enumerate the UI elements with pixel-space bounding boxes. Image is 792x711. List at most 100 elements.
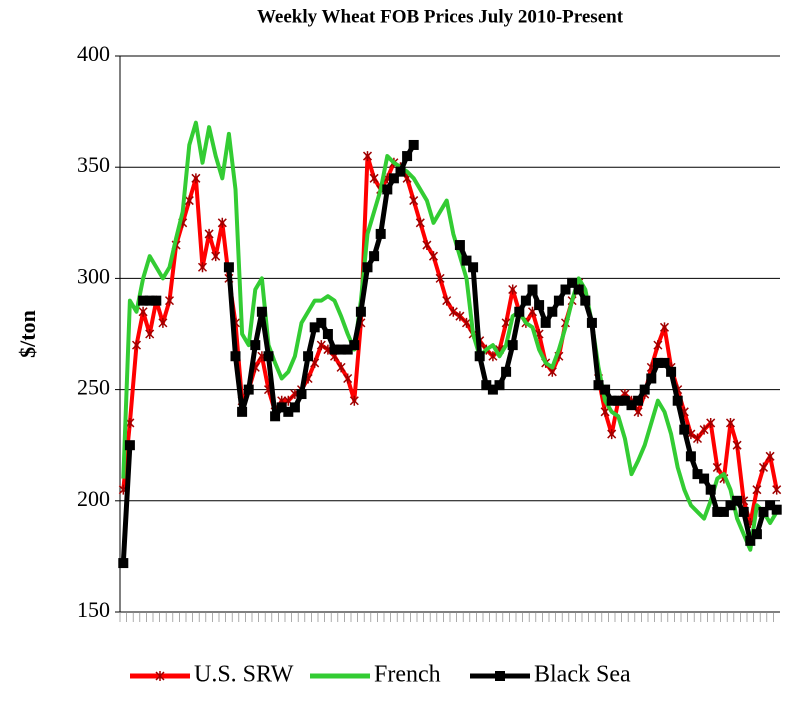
- y-tick-label: 400: [77, 41, 110, 66]
- data-point: [534, 300, 545, 311]
- data-point: [124, 440, 135, 451]
- data-point: [732, 440, 742, 451]
- data-point: [276, 402, 287, 413]
- data-point: [659, 357, 670, 368]
- data-point: [553, 295, 564, 306]
- data-point: [322, 329, 333, 339]
- data-point: [567, 277, 578, 288]
- data-point: [692, 433, 703, 444]
- data-point: [738, 506, 749, 517]
- data-point: [355, 306, 366, 317]
- data-point: [289, 402, 300, 413]
- data-point: [752, 484, 762, 495]
- data-point: [164, 295, 175, 306]
- data-point: [712, 462, 722, 473]
- y-axis-label: $/ton: [15, 310, 40, 358]
- data-point: [699, 473, 710, 484]
- data-point: [685, 451, 696, 462]
- data-point: [487, 384, 498, 395]
- data-point: [758, 506, 769, 517]
- data-point: [408, 139, 419, 150]
- data-point: [718, 506, 729, 517]
- data-point: [474, 351, 485, 362]
- data-point: [336, 344, 347, 355]
- y-tick-label: 250: [77, 375, 110, 400]
- data-point: [507, 340, 518, 351]
- data-point: [442, 295, 452, 306]
- data-point: [144, 295, 155, 306]
- data-point: [145, 329, 155, 339]
- data-point: [263, 351, 274, 362]
- data-point: [547, 306, 558, 317]
- legend-label: Black Sea: [534, 662, 631, 688]
- data-point: [197, 262, 208, 273]
- legend-marker: [155, 671, 165, 681]
- series-line: [121, 120, 779, 552]
- data-point: [435, 273, 445, 284]
- data-point: [468, 262, 479, 273]
- data-point: [454, 240, 465, 251]
- data-point: [540, 317, 551, 328]
- data-point: [607, 429, 617, 440]
- data-point: [375, 228, 386, 239]
- data-point: [732, 495, 743, 506]
- data-point: [712, 506, 723, 517]
- data-point: [606, 395, 617, 406]
- data-point: [184, 195, 194, 206]
- data-point: [771, 504, 782, 515]
- legend-label: French: [374, 662, 441, 688]
- data-point: [633, 395, 644, 406]
- data-point: [508, 284, 518, 295]
- data-point: [250, 340, 261, 351]
- data-point: [256, 306, 267, 317]
- data-point: [388, 173, 399, 184]
- data-point: [243, 384, 254, 395]
- data-point: [382, 184, 393, 195]
- data-point: [652, 357, 663, 368]
- data-point: [600, 406, 610, 417]
- data-point: [349, 395, 359, 406]
- data-point: [725, 417, 736, 428]
- data-point: [600, 384, 611, 395]
- data-point: [772, 484, 782, 495]
- data-point: [679, 424, 690, 435]
- data-point: [653, 340, 663, 351]
- data-point: [461, 317, 472, 328]
- data-point: [666, 366, 677, 377]
- data-point: [560, 284, 571, 295]
- data-point: [309, 322, 320, 333]
- data-point: [586, 317, 597, 328]
- data-point: [336, 362, 346, 373]
- data-point: [296, 389, 307, 400]
- data-point: [619, 395, 630, 406]
- data-point: [725, 500, 736, 511]
- data-point: [706, 417, 716, 428]
- data-point: [138, 295, 149, 306]
- data-point: [230, 351, 241, 362]
- data-point: [758, 462, 769, 473]
- y-tick-label: 300: [77, 263, 110, 288]
- data-point: [428, 251, 439, 262]
- data-point: [409, 195, 419, 206]
- data-point: [448, 306, 458, 317]
- y-tick-label: 350: [77, 152, 110, 177]
- legend-marker: [495, 671, 505, 681]
- data-point: [131, 340, 142, 351]
- data-point: [343, 373, 353, 384]
- data-point: [501, 366, 512, 377]
- chart-title: Weekly Wheat FOB Prices July 2010-Presen…: [257, 6, 624, 27]
- data-point: [639, 384, 650, 395]
- data-point: [494, 380, 505, 391]
- data-point: [369, 251, 380, 262]
- data-point: [329, 344, 340, 355]
- data-point: [138, 306, 148, 317]
- data-point: [415, 217, 425, 228]
- data-point: [151, 295, 162, 306]
- data-point: [692, 469, 703, 480]
- data-point: [349, 340, 360, 351]
- data-point: [283, 406, 294, 417]
- data-point: [659, 322, 670, 333]
- data-point: [191, 173, 201, 184]
- data-point: [422, 240, 432, 251]
- data-point: [527, 284, 538, 295]
